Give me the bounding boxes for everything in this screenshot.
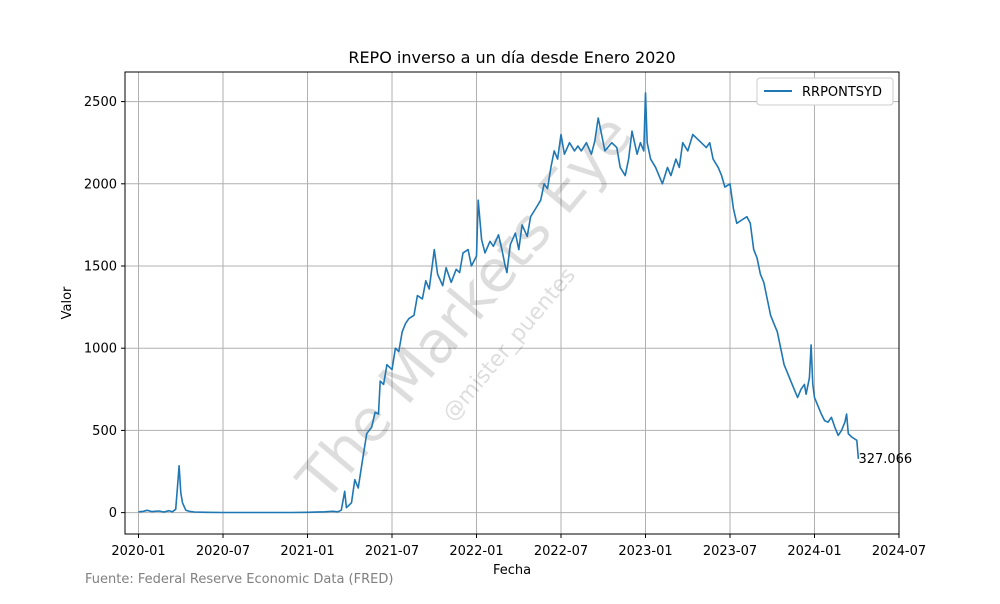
- y-axis-label: Valor: [60, 286, 75, 319]
- y-tick-label: 1500: [84, 260, 117, 275]
- y-tick-label: 500: [92, 424, 117, 439]
- x-tick-label: 2022-01: [449, 544, 503, 559]
- x-tick-label: 2020-01: [111, 544, 165, 559]
- x-tick-label: 2024-01: [787, 544, 841, 559]
- y-tick-label: 2000: [84, 177, 117, 192]
- source-note: Fuente: Federal Reserve Economic Data (F…: [85, 572, 393, 587]
- y-axis-ticks: 0 500 1000 1500 2000 2500: [84, 95, 125, 521]
- x-tick-label: 2021-07: [365, 544, 419, 559]
- x-tick-label: 2021-01: [280, 544, 334, 559]
- annotation-last-value: 327.066: [858, 452, 912, 467]
- watermark: The Markets Eye @mister_puentes: [283, 101, 645, 514]
- x-axis-label: Fecha: [493, 563, 531, 578]
- annotations: 327.066: [858, 452, 912, 467]
- x-tick-label: 2024-07: [872, 544, 926, 559]
- y-tick-label: 0: [109, 506, 117, 521]
- legend-label-rrpontsyd: RRPONTSYD: [802, 85, 882, 100]
- legend: RRPONTSYD: [756, 77, 894, 106]
- series-layer: [138, 92, 860, 514]
- series-line-rrpontsyd: [138, 92, 860, 514]
- x-tick-label: 2023-07: [703, 544, 757, 559]
- y-tick-label: 1000: [84, 342, 117, 357]
- plot-frame: [124, 71, 900, 535]
- x-tick-label: 2020-07: [196, 544, 250, 559]
- x-tick-label: 2022-07: [534, 544, 588, 559]
- watermark-main: The Markets Eye: [283, 101, 645, 514]
- y-tick-label: 2500: [84, 95, 117, 110]
- x-axis-ticks: 2020-01 2020-07 2021-01 2021-07 2022-01 2022-…: [111, 534, 926, 559]
- chart-title: REPO inverso a un día desde Enero 2020: [348, 48, 675, 67]
- legend-box: [756, 77, 894, 106]
- x-tick-label: 2023-01: [618, 544, 672, 559]
